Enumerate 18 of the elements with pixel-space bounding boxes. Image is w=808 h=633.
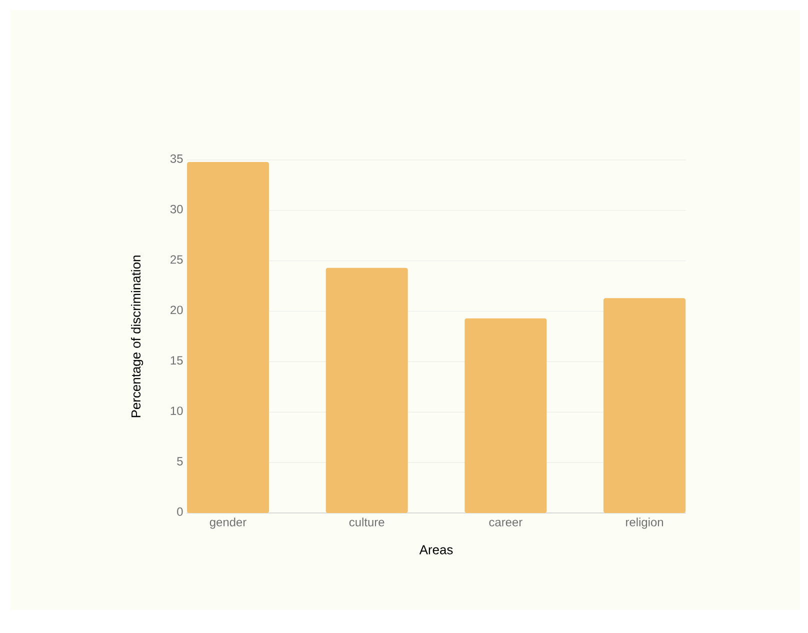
y-tick-label: 20 bbox=[170, 306, 183, 314]
x-tick-label: religion bbox=[626, 518, 663, 529]
x-tick-label: culture bbox=[349, 518, 384, 526]
y-tick-label: 30 bbox=[170, 204, 183, 214]
y-tick-label: 5 bbox=[177, 457, 183, 466]
y-tick-label: 25 bbox=[170, 255, 183, 264]
x-tick-label: gender bbox=[210, 518, 246, 529]
bar bbox=[326, 268, 408, 513]
x-axis-title: Areas bbox=[419, 545, 453, 554]
bar bbox=[464, 318, 547, 513]
y-tick-label: 0 bbox=[177, 507, 183, 516]
y-tick-label: 10 bbox=[170, 406, 183, 416]
bar bbox=[604, 298, 686, 513]
y-tick-label: 35 bbox=[170, 154, 183, 163]
bar bbox=[187, 162, 270, 513]
x-tick-label: career bbox=[489, 520, 522, 526]
y-tick-label: 15 bbox=[170, 356, 183, 365]
y-axis-title: Percentage of discrimination bbox=[131, 256, 144, 418]
